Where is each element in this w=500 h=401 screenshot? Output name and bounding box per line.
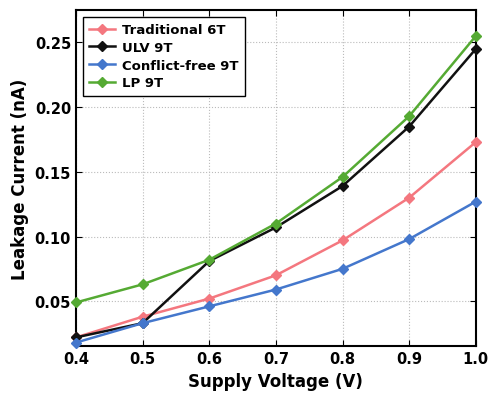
LP 9T bbox=[340, 175, 345, 180]
Line: Conflict-free 9T: Conflict-free 9T bbox=[72, 198, 480, 346]
Conflict-free 9T bbox=[273, 288, 279, 292]
Conflict-free 9T bbox=[73, 340, 79, 345]
ULV 9T bbox=[273, 225, 279, 230]
Conflict-free 9T bbox=[340, 267, 345, 271]
Line: Traditional 6T: Traditional 6T bbox=[72, 139, 480, 341]
Traditional 6T bbox=[73, 335, 79, 340]
Line: ULV 9T: ULV 9T bbox=[72, 47, 480, 341]
ULV 9T bbox=[140, 321, 145, 326]
ULV 9T bbox=[406, 125, 412, 130]
ULV 9T bbox=[73, 335, 79, 340]
LP 9T bbox=[140, 282, 145, 287]
Y-axis label: Leakage Current (nA): Leakage Current (nA) bbox=[11, 79, 29, 279]
LP 9T bbox=[473, 34, 479, 39]
Traditional 6T bbox=[473, 140, 479, 145]
ULV 9T bbox=[340, 184, 345, 189]
LP 9T bbox=[206, 258, 212, 263]
Traditional 6T bbox=[273, 273, 279, 278]
Traditional 6T bbox=[406, 196, 412, 200]
LP 9T bbox=[273, 222, 279, 227]
Traditional 6T bbox=[340, 238, 345, 243]
Conflict-free 9T bbox=[206, 304, 212, 309]
Conflict-free 9T bbox=[406, 237, 412, 242]
ULV 9T bbox=[473, 47, 479, 52]
LP 9T bbox=[406, 115, 412, 119]
LP 9T bbox=[73, 300, 79, 305]
Conflict-free 9T bbox=[473, 200, 479, 205]
X-axis label: Supply Voltage (V): Supply Voltage (V) bbox=[188, 372, 364, 390]
Legend: Traditional 6T, ULV 9T, Conflict-free 9T, LP 9T: Traditional 6T, ULV 9T, Conflict-free 9T… bbox=[82, 18, 245, 97]
Traditional 6T bbox=[140, 314, 145, 319]
Traditional 6T bbox=[206, 296, 212, 301]
Line: LP 9T: LP 9T bbox=[72, 33, 480, 306]
ULV 9T bbox=[206, 259, 212, 264]
Conflict-free 9T bbox=[140, 321, 145, 326]
